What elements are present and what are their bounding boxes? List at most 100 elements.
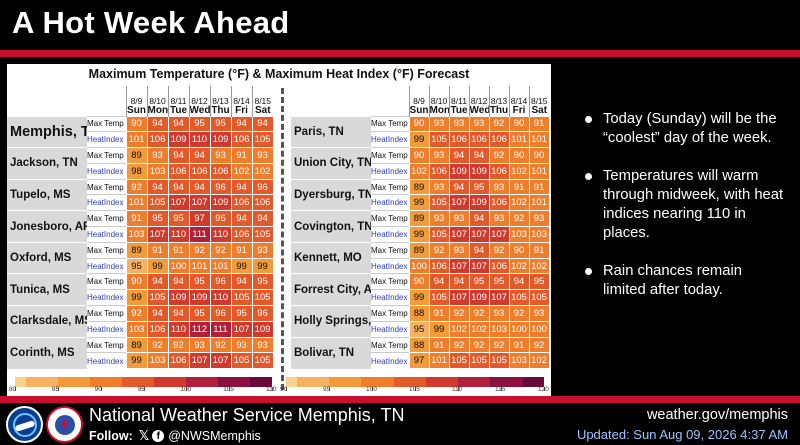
color-scale-segment — [36, 377, 48, 387]
max-temp-cell: 91 — [230, 147, 253, 164]
color-scale-segment — [436, 377, 448, 387]
heat-index-row: HeatIndex 99 105 109 109 110 105 105 — [7, 289, 274, 307]
max-temp-cell: 93 — [488, 210, 510, 228]
color-scale-segment — [286, 377, 297, 387]
date-header: 8/15 Sat — [251, 86, 273, 116]
heat-index-row: HeatIndex 103 106 110 112 111 107 109 — [7, 320, 274, 338]
row-label-heat-index: HeatIndex — [87, 131, 126, 148]
heat-index-row: HeatIndex 99 103 106 107 107 105 105 — [7, 352, 274, 370]
panel-title: Maximum Temperature (°F) & Maximum Heat … — [88, 67, 470, 81]
heat-index-cell: 105 — [146, 194, 169, 212]
max-temp-cell: 94 — [448, 147, 470, 164]
max-temp-cell: 94 — [146, 178, 169, 196]
max-temp-cell: 96 — [209, 210, 232, 228]
max-temp-cell: 94 — [448, 178, 470, 196]
heat-index-cell: 101 — [125, 131, 148, 149]
website-link[interactable]: weather.gov/memphis — [646, 407, 788, 423]
color-scale-tick-mark — [501, 387, 502, 391]
max-temp-cell: 94 — [146, 305, 169, 322]
date-header: 8/15 Sat — [528, 86, 549, 116]
row-label-max-temp: Max Temp — [87, 115, 126, 132]
heat-index-cell: 106 — [209, 162, 232, 180]
color-scale-tick-mark — [544, 387, 545, 391]
day-label: Sat — [531, 104, 548, 116]
heat-index-cell: 106 — [230, 194, 253, 212]
color-scale-segment — [175, 377, 187, 387]
color-scale-tick-label: 95 — [137, 386, 145, 393]
color-scale-tick-mark — [415, 387, 416, 391]
max-temp-cell: 93 — [209, 147, 232, 164]
row-label-max-temp: Max Temp — [371, 210, 409, 227]
color-scale-segment — [425, 377, 437, 387]
max-temp-cell: 95 — [146, 210, 169, 228]
heat-index-cell: 109 — [188, 289, 211, 307]
max-temp-cell: 94 — [167, 305, 190, 322]
date-header: 8/14 Fri — [508, 86, 529, 116]
heat-index-cell: 105 — [448, 352, 470, 370]
social-handle[interactable]: @NWSMemphis — [168, 429, 261, 443]
facebook-icon[interactable]: f — [152, 430, 165, 442]
day-label: Wed — [469, 104, 489, 116]
max-temp-cell: 94 — [508, 273, 530, 291]
row-label-max-temp: Max Temp — [371, 178, 409, 195]
max-temp-cell: 94 — [468, 210, 490, 228]
follow-label: Follow: — [89, 429, 133, 443]
max-temp-cell: 90 — [408, 273, 430, 291]
heat-index-cell: 105 — [251, 289, 274, 307]
heat-index-cell: 106 — [468, 131, 490, 149]
heat-index-cell: 105 — [251, 352, 274, 370]
day-label: Mon — [429, 104, 449, 116]
key-message: Rain chances remain limited after today. — [583, 262, 788, 300]
max-temp-cell: 92 — [468, 305, 490, 322]
max-temp-cell: 91 — [508, 336, 530, 354]
heat-index-cell: 107 — [488, 226, 510, 243]
day-label: Sat — [254, 104, 271, 116]
color-scale-tick-mark — [286, 387, 287, 391]
forecast-panel: Maximum Temperature (°F) & Maximum Heat … — [7, 64, 551, 396]
max-temp-cell: 91 — [146, 241, 169, 259]
color-scale-segment — [522, 377, 534, 387]
heat-index-cell: 106 — [167, 162, 190, 180]
max-temp-cell: 93 — [468, 115, 490, 133]
color-scale-tick-label: 105 — [409, 386, 420, 393]
max-temp-cell: 95 — [468, 178, 490, 196]
max-temp-row: Tupelo, MS Max Temp 92 94 94 94 96 94 96 — [7, 178, 274, 211]
color-scale-tick-label: 100 — [180, 386, 192, 393]
max-temp-cell: 89 — [408, 178, 430, 196]
day-label: Sun — [409, 104, 429, 116]
max-temp-cell: 91 — [508, 178, 530, 196]
heat-index-cell: 106 — [167, 352, 190, 370]
date-label: 8/13 — [212, 95, 229, 106]
color-scale-segment — [533, 377, 544, 387]
max-temp-cell: 97 — [188, 210, 211, 228]
max-temp-cell: 94 — [167, 273, 190, 291]
color-scale-tick-label: 110 — [452, 386, 463, 393]
color-scale-tick-mark — [15, 387, 16, 391]
heat-index-cell: 107 — [448, 194, 470, 212]
max-temp-cell: 91 — [230, 241, 253, 259]
color-scale-segment — [122, 377, 133, 387]
color-scale-tick-mark — [329, 387, 330, 391]
row-label-heat-index: HeatIndex — [371, 131, 409, 148]
color-scale-segment — [15, 377, 26, 387]
heat-index-cell: 101 — [188, 257, 211, 275]
max-temp-cell: 93 — [448, 115, 470, 133]
color-scale-tick-mark — [143, 387, 145, 391]
max-temp-cell: 94 — [146, 115, 169, 133]
page-title: A Hot Week Ahead — [12, 5, 290, 40]
heat-index-cell: 107 — [188, 352, 211, 370]
max-temp-row: Covington, TN Max Temp 89 93 93 94 93 92 93 — [291, 210, 550, 243]
color-scale-tick-label: 90 — [280, 386, 288, 393]
heat-index-cell: 109 — [209, 131, 232, 149]
max-temp-cell: 93 — [528, 305, 550, 322]
heat-index-cell: 102 — [230, 162, 253, 180]
city-name: Covington, TN — [291, 210, 371, 243]
row-label-heat-index: HeatIndex — [87, 162, 126, 180]
heat-index-cell: 102 — [508, 257, 530, 275]
date-header: 8/12 Wed — [468, 86, 489, 116]
city-name: Tunica, MS — [7, 273, 87, 306]
x-logo-icon[interactable]: 𝕏 — [138, 428, 150, 443]
heat-index-row: HeatIndex 98 103 106 106 106 102 102 — [7, 162, 274, 180]
